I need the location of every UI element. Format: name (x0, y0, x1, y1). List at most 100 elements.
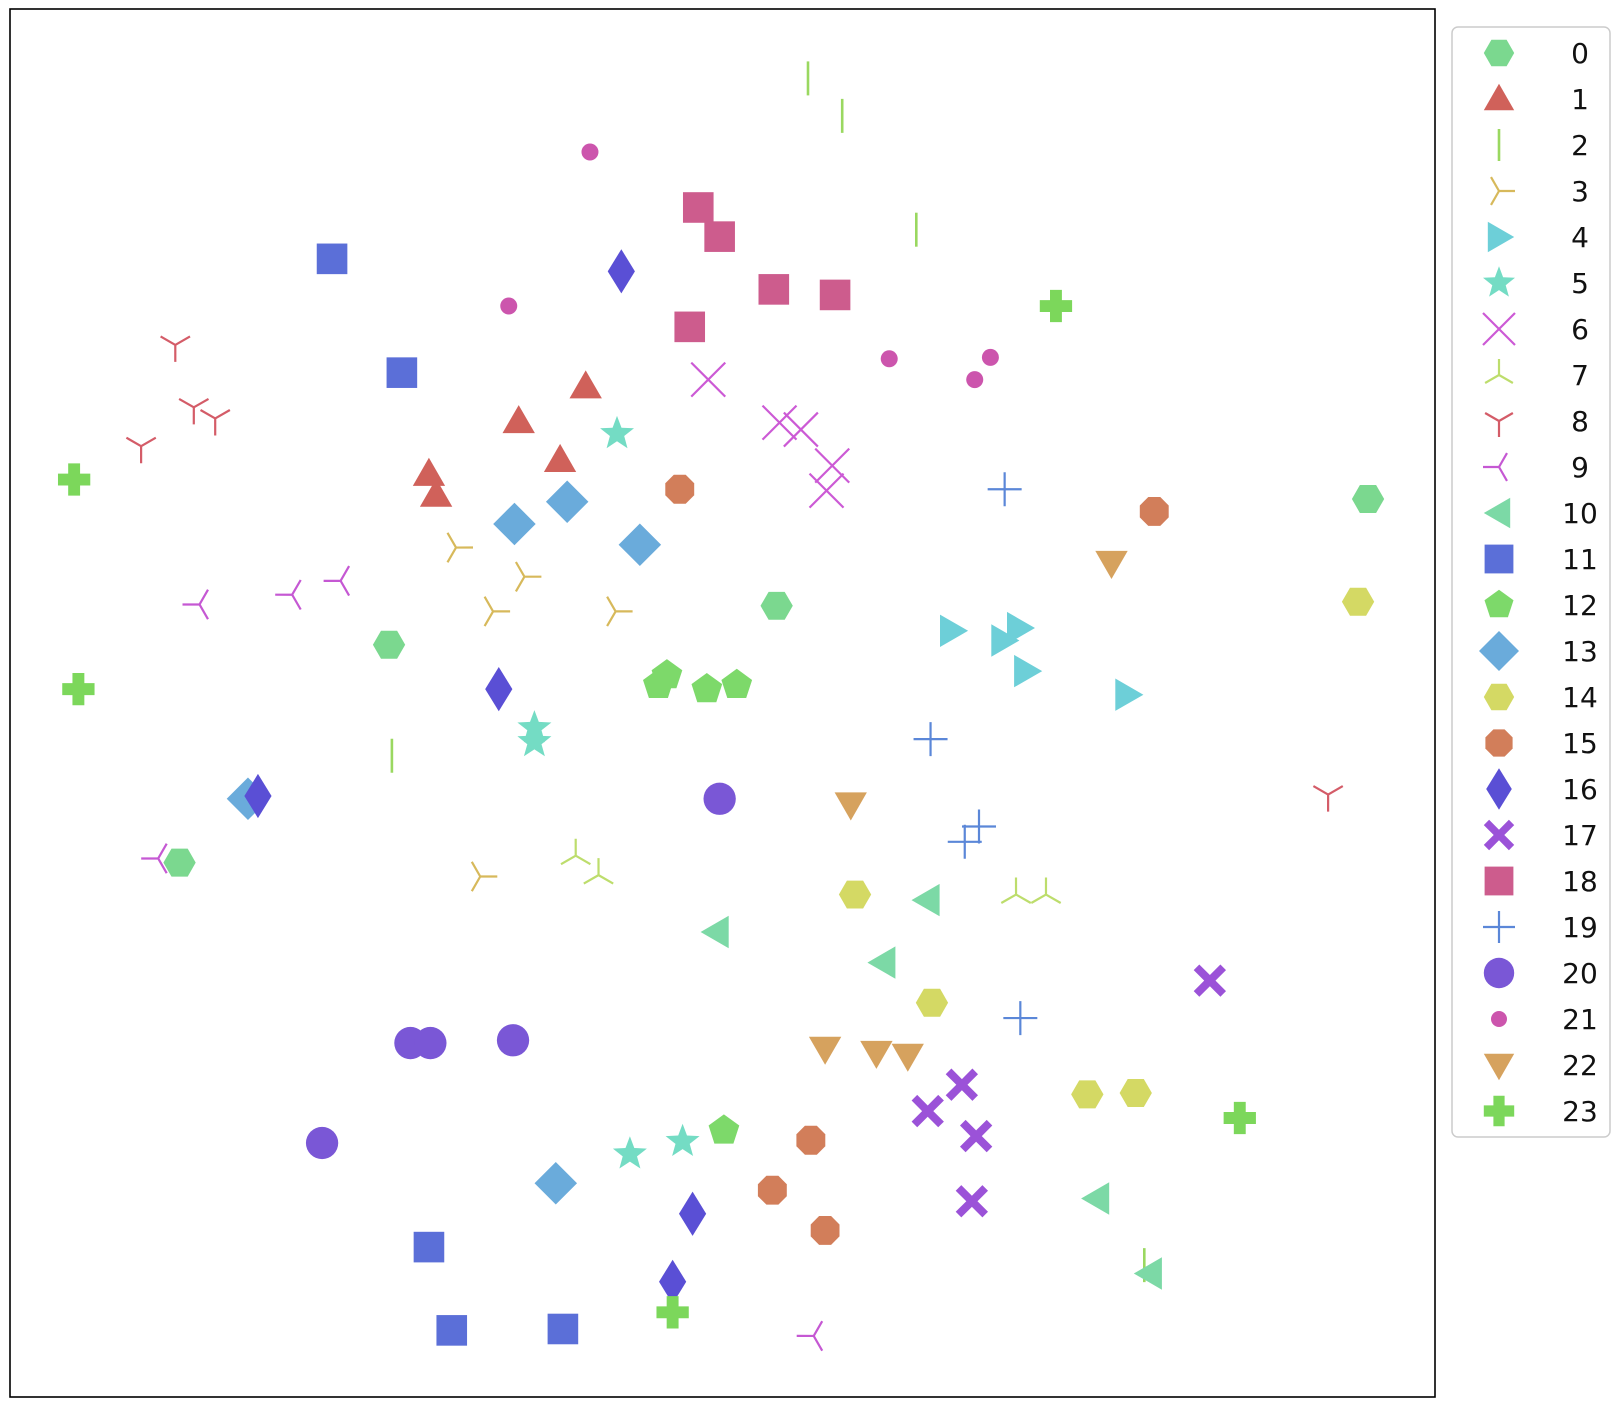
legend-label-22: 22 (1562, 1049, 1598, 1082)
series-8-point-3 (125, 436, 157, 464)
series-15-point-1 (1139, 497, 1169, 526)
series-6-point-3 (814, 447, 851, 484)
legend-label-23: 23 (1562, 1095, 1598, 1128)
series-3-point-0 (446, 532, 474, 563)
series-17-point-4 (955, 1185, 988, 1218)
legend-marker-12 (1484, 589, 1514, 618)
series-21-point-2 (880, 350, 898, 368)
series-16-point-4 (659, 1259, 687, 1304)
series-18-point-0 (682, 192, 714, 223)
series-21-point-1 (500, 297, 518, 315)
series-1-point-4 (419, 478, 453, 507)
series-1-point-1 (502, 405, 535, 434)
series-1-point-2 (543, 443, 577, 472)
series-12-point-2 (691, 673, 723, 703)
series-8-point-0 (160, 335, 191, 362)
series-8-point-2 (199, 409, 231, 436)
legend-marker-23 (1483, 1095, 1515, 1127)
series-18-point-4 (674, 311, 706, 343)
series-16-point-1 (485, 667, 513, 712)
series-4-point-2 (991, 624, 1020, 657)
series-4-point-0 (940, 614, 969, 647)
series-7-point-3 (1030, 877, 1062, 904)
series-22-point-4 (891, 1043, 924, 1072)
legend-label-9: 9 (1571, 451, 1589, 484)
legend-marker-6 (1482, 312, 1516, 346)
series-15-point-4 (810, 1216, 840, 1245)
legend-label-12: 12 (1562, 589, 1598, 622)
series-20-point-0 (703, 782, 736, 815)
legend-label-10: 10 (1562, 497, 1598, 530)
series-10-point-3 (1081, 1182, 1110, 1215)
series-0-point-3 (163, 848, 196, 877)
legend-marker-15 (1485, 729, 1513, 757)
series-19-point-0 (987, 472, 1022, 507)
series-11-point-3 (436, 1315, 468, 1346)
legend-label-16: 16 (1562, 773, 1598, 806)
legend-marker-10 (1483, 497, 1511, 529)
legend-label-0: 0 (1571, 37, 1589, 70)
series-11-point-4 (547, 1313, 579, 1345)
series-19-point-2 (962, 809, 996, 844)
series-13-point-1 (493, 502, 536, 546)
series-17-point-1 (945, 1068, 978, 1101)
legend-label-7: 7 (1571, 359, 1589, 392)
series-20-point-2 (414, 1026, 447, 1060)
series-3-point-3 (606, 596, 633, 627)
series-23-point-0 (1039, 289, 1073, 323)
series-12-point-4 (708, 1114, 740, 1144)
legend-marker-22 (1483, 1053, 1515, 1081)
series-13-point-0 (545, 480, 589, 523)
series-4-point-1 (1007, 611, 1035, 645)
series-18-point-2 (758, 274, 790, 305)
series-20-point-3 (496, 1024, 530, 1057)
legend-marker-8 (1484, 412, 1514, 437)
legend-marker-17 (1483, 819, 1515, 851)
legend-label-17: 17 (1562, 819, 1598, 852)
series-18-point-3 (819, 279, 851, 311)
series-19-point-4 (1003, 1001, 1038, 1036)
series-1-point-0 (569, 370, 602, 399)
legend-label-1: 1 (1571, 83, 1589, 116)
series-22-point-1 (834, 792, 867, 821)
legend-marker-4 (1487, 221, 1515, 253)
series-0-point-2 (760, 591, 793, 620)
series-17-point-0 (1193, 964, 1226, 997)
series-17-point-3 (960, 1119, 993, 1153)
series-14-point-2 (915, 988, 949, 1017)
legend-marker-14 (1483, 683, 1515, 711)
legend-label-8: 8 (1571, 405, 1589, 438)
series-7-point-2 (1000, 877, 1032, 904)
series-13-point-4 (534, 1161, 578, 1205)
series-9-point-1 (275, 579, 302, 611)
legend-marker-13 (1479, 631, 1519, 671)
series-9-point-3 (141, 843, 168, 874)
series-3-point-1 (514, 561, 542, 592)
series-11-point-1 (386, 357, 418, 388)
legend-label-6: 6 (1571, 313, 1589, 346)
series-10-point-2 (867, 946, 896, 979)
series-6-point-1 (761, 404, 798, 441)
series-6-point-4 (808, 472, 845, 509)
legend-label-11: 11 (1562, 543, 1598, 576)
data-points (57, 61, 1385, 1352)
series-23-point-3 (1223, 1101, 1256, 1135)
series-23-point-1 (57, 463, 91, 496)
series-8-point-4 (1312, 785, 1344, 812)
legend-label-4: 4 (1571, 221, 1589, 254)
series-23-point-2 (62, 672, 95, 706)
series-16-point-2 (244, 773, 272, 819)
series-12-point-1 (643, 668, 674, 698)
series-9-point-2 (323, 565, 351, 597)
legend-marker-20 (1483, 957, 1515, 989)
series-12-point-3 (721, 668, 753, 698)
series-11-point-2 (413, 1231, 445, 1263)
series-21-point-3 (981, 348, 999, 366)
legend-marker-19 (1483, 911, 1515, 943)
series-16-point-0 (607, 249, 635, 294)
legend-marker-1 (1483, 83, 1515, 111)
legend-label-14: 14 (1562, 681, 1598, 714)
series-19-point-3 (947, 824, 982, 859)
